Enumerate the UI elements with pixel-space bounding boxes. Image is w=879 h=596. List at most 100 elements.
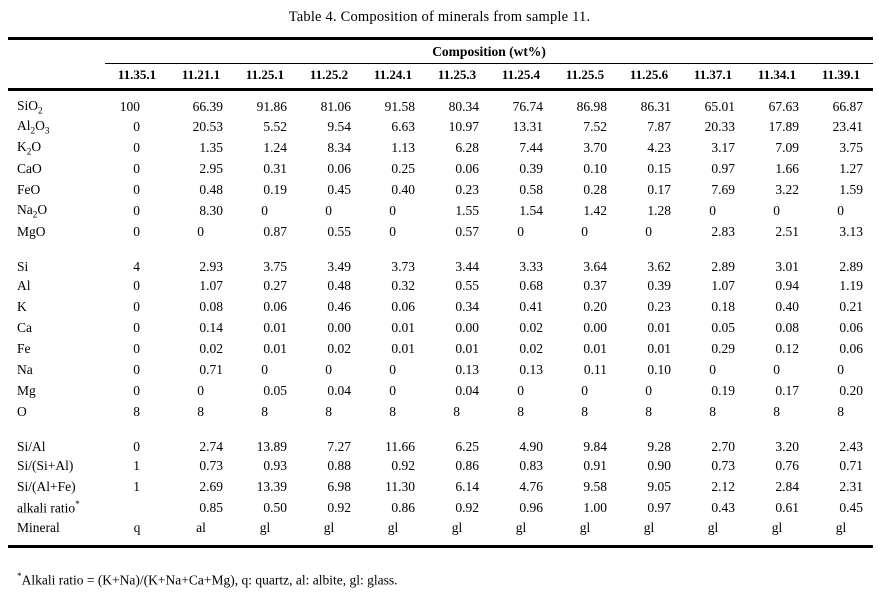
value-cell: 2.89 [839,258,863,274]
value-cell: 0 [133,299,140,315]
value-cell: 8 [837,404,844,420]
value-cell: 1.07 [199,278,223,294]
value-cell: 0.06 [455,161,479,177]
value-cell: 9.84 [583,438,607,454]
row-label: Ca [17,320,32,336]
group-header-label: Composition (wt%) [105,38,873,64]
value-cell: 0.48 [327,278,351,294]
value-cell: 3.49 [327,258,351,274]
value-cell: 7.52 [583,119,607,135]
value-cell: 2.69 [199,479,223,495]
value-cell: 2.95 [199,161,223,177]
value-cell: 100 [119,98,140,114]
value-cell: 8 [517,404,524,420]
table-body: SiO2 100 66.39 91.86 81.06 91.58 80.34 76.74 86.… [8,90,873,547]
value-cell: 9.58 [583,479,607,495]
value-cell: 3.62 [647,258,671,274]
value-cell: 0.06 [839,320,863,336]
value-cell: 7.44 [519,140,543,156]
column-header: 11.39.1 [809,63,873,91]
value-cell: 7.87 [647,119,671,135]
value-cell: gl [387,519,399,535]
value-cell: q [133,519,141,535]
value-cell: 0 [517,383,524,399]
value-cell: 9.28 [647,438,671,454]
value-cell: 8 [645,404,652,420]
value-cell: 0.02 [519,341,543,357]
group-header-spacer [8,39,105,64]
value-cell: 8.34 [327,140,351,156]
value-cell: 2.70 [711,438,735,454]
value-cell: 8 [325,404,332,420]
table-row: Si/(Si+Al) 1 0.73 0.93 0.88 0.92 0.86 0.83 0.91 0… [8,456,873,477]
value-cell: 86.98 [576,98,607,114]
value-cell: 0 [389,383,396,399]
row-label: FeO [17,182,41,198]
row-label: Si [17,258,29,274]
footnote-asterisk: * [17,571,22,581]
value-cell: 0 [133,362,140,378]
value-cell: 0.10 [583,161,607,177]
value-cell: 0.94 [775,278,799,294]
value-cell: 1.66 [775,161,799,177]
value-cell: 20.33 [704,119,735,135]
column-header: 11.25.1 [233,63,297,91]
value-cell: 0.10 [647,362,671,378]
value-cell: 0.28 [583,182,607,198]
value-cell: 4.90 [519,438,543,454]
value-cell: 0 [133,341,140,357]
value-cell: 0.34 [455,299,479,315]
value-cell: 7.27 [327,438,351,454]
value-cell: 0.01 [391,320,415,336]
value-cell: 0.01 [455,341,479,357]
value-cell: 6.98 [327,479,351,495]
value-cell: 0.76 [775,458,799,474]
value-cell: 91.58 [384,98,415,114]
row-label: Al [17,278,31,294]
value-cell: 20.53 [192,119,223,135]
value-cell: 0.46 [327,299,351,315]
value-cell: 0 [197,383,204,399]
composition-table: Composition (wt%) 11.35.1 11.21.1 11.25.1 1… [8,37,873,548]
row-label: CaO [17,161,42,177]
value-cell: 0 [133,224,140,240]
value-cell: gl [835,519,847,535]
table-row: K 0 0.08 0.06 0.46 0.06 0.34 0.41 0.20 0.23 0.18 0.… [8,297,873,318]
value-cell: 1.59 [839,182,863,198]
value-cell: 80.34 [448,98,479,114]
value-cell: 6.28 [455,140,479,156]
value-cell: 1.19 [839,278,863,294]
value-cell: 3.17 [711,140,735,156]
value-cell: 0.45 [327,182,351,198]
row-label: Na2O [17,202,48,221]
value-cell: 0.55 [327,224,351,240]
value-cell: 0.86 [391,500,415,516]
value-cell: gl [771,519,783,535]
value-cell: 3.33 [519,258,543,274]
value-cell: 0.86 [455,458,479,474]
value-cell: 0.02 [327,341,351,357]
value-cell: 0.19 [263,182,287,198]
value-cell: 8 [261,404,268,420]
value-cell: 3.73 [391,258,415,274]
column-header: 11.25.3 [425,63,489,91]
value-cell: 8 [453,404,460,420]
row-label: Si/Al [17,438,46,454]
footnote-text: Alkali ratio = (K+Na)/(K+Na+Ca+Mg), q: q… [21,572,398,588]
value-cell: 2.43 [839,438,863,454]
value-cell: 0.01 [647,320,671,336]
value-cell: 2.31 [839,479,863,495]
value-cell: 0.50 [263,500,287,516]
value-cell: gl [579,519,591,535]
row-label: SiO2 [17,98,43,116]
footnote: *Alkali ratio = (K+Na)/(K+Na+Ca+Mg), q: … [17,571,397,589]
value-cell: 0 [581,383,588,399]
value-cell: 10.97 [448,119,479,135]
row-label: O [17,404,27,420]
table-row: Na2O 0 8.30 0 0 0 1.55 1.54 1.42 1.28 0 0 0 [8,201,873,222]
value-cell: 0.05 [263,383,287,399]
value-cell: 0.92 [455,500,479,516]
table-row: Si 4 2.93 3.75 3.49 3.73 3.44 3.33 3.64 3.62 2.89 3… [8,243,873,276]
value-cell: 1.27 [839,161,863,177]
value-cell: 0.37 [583,278,607,294]
